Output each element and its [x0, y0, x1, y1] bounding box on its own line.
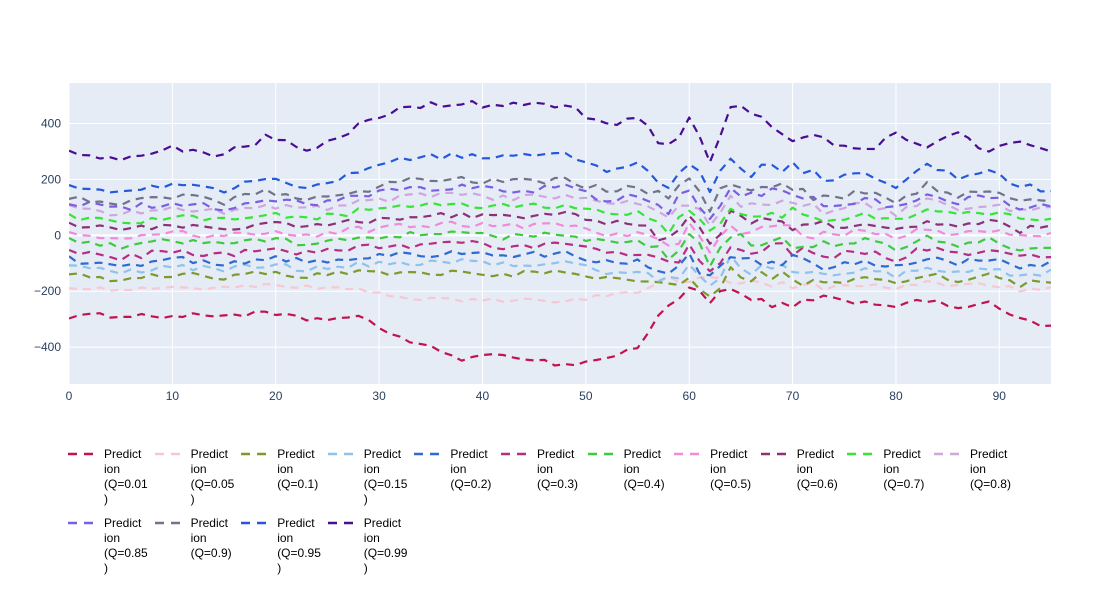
legend-label: Predict ion (Q=0.99 ): [363, 516, 408, 575]
series-line-q0.1[interactable]: [69, 266, 1051, 298]
x-tick-label: 50: [579, 389, 593, 403]
y-tick-label: −200: [34, 284, 61, 298]
series-line-q0.01[interactable]: [69, 286, 1051, 367]
legend-item-q0.1[interactable]: Predict ion (Q=0.1): [241, 447, 328, 507]
y-tick-label: −400: [34, 340, 61, 354]
x-tick-label: 80: [889, 389, 903, 403]
legend-label: Predict ion (Q=0.01 ): [104, 447, 148, 506]
legend-label: Predict ion (Q=0.4): [623, 447, 665, 491]
legend-item-q0.15[interactable]: Predict ion (Q=0.15 ): [327, 447, 415, 507]
legend-label: Predict ion (Q=0.85 ): [104, 516, 148, 575]
y-tick-label: 400: [41, 117, 61, 131]
legend-row: Predict ion (Q=0.85 ) Predict ion (Q=0.9)…: [68, 516, 1078, 576]
legend-dash-swatch-icon: [327, 521, 358, 525]
legend-label: Predict ion (Q=0.6): [796, 447, 838, 491]
series-line-q0.5[interactable]: [69, 220, 1051, 254]
legend-label: Predict ion (Q=0.1): [277, 447, 319, 491]
series-line-q0.3[interactable]: [69, 240, 1051, 273]
legend-dash-swatch-icon: [587, 452, 618, 456]
series-line-q0.9[interactable]: [69, 175, 1051, 213]
legend-item-q0.3[interactable]: Predict ion (Q=0.3): [500, 447, 588, 507]
legend-label: Predict ion (Q=0.5): [710, 447, 752, 491]
legend-dash-swatch-icon: [154, 521, 185, 525]
series-line-q0.6[interactable]: [69, 209, 1051, 245]
legend-dash-swatch-icon: [241, 452, 272, 456]
legend-label: Predict ion (Q=0.05 ): [190, 447, 235, 506]
x-tick-label: 10: [166, 389, 180, 403]
series-line-q0.99[interactable]: [69, 100, 1051, 164]
legend-item-q0.85[interactable]: Predict ion (Q=0.85 ): [68, 516, 155, 576]
plot-area: [69, 83, 1051, 384]
legend-label: Predict ion (Q=0.9): [190, 516, 232, 560]
legend-dash-swatch-icon: [68, 452, 98, 456]
legend-dash-swatch-icon: [933, 452, 964, 456]
legend-label: Predict ion (Q=0.2): [450, 447, 492, 491]
legend-item-q0.99[interactable]: Predict ion (Q=0.99 ): [327, 516, 415, 576]
legend-item-q0.05[interactable]: Predict ion (Q=0.05 ): [154, 447, 242, 507]
legend-row: Predict ion (Q=0.01 ) Predict ion (Q=0.05…: [68, 447, 1078, 507]
x-tick-label: 30: [372, 389, 386, 403]
legend-dash-swatch-icon: [500, 452, 531, 456]
series-line-q0.7[interactable]: [69, 201, 1051, 235]
legend-item-q0.5[interactable]: Predict ion (Q=0.5): [674, 447, 761, 507]
x-tick-label: 60: [683, 389, 697, 403]
legend-dash-swatch-icon: [674, 452, 705, 456]
legend-item-q0.7[interactable]: Predict ion (Q=0.7): [847, 447, 934, 507]
legend-label: Predict ion (Q=0.95 ): [277, 516, 321, 575]
chart-legend: Predict ion (Q=0.01 ) Predict ion (Q=0.05…: [68, 447, 1078, 585]
legend-dash-swatch-icon: [327, 452, 358, 456]
series-line-q0.95[interactable]: [69, 151, 1051, 194]
legend-dash-swatch-icon: [847, 452, 878, 456]
legend-dash-swatch-icon: [154, 452, 185, 456]
series-lines: [69, 100, 1051, 367]
legend-item-q0.8[interactable]: Predict ion (Q=0.8): [933, 447, 1021, 507]
legend-item-q0.6[interactable]: Predict ion (Q=0.6): [760, 447, 848, 507]
x-tick-label: 20: [269, 389, 283, 403]
quantile-prediction-chart: 400 200 0 −200 −400 0 10 20 30 40 50 60 70 80 90: [34, 83, 1051, 403]
legend-label: Predict ion (Q=0.15 ): [363, 447, 408, 506]
y-tick-label: 0: [54, 228, 61, 242]
series-line-q0.4[interactable]: [69, 230, 1051, 268]
series-line-q0.8[interactable]: [69, 191, 1051, 227]
legend-item-q0.4[interactable]: Predict ion (Q=0.4): [587, 447, 675, 507]
legend-label: Predict ion (Q=0.8): [969, 447, 1011, 491]
x-tick-label: 90: [993, 389, 1007, 403]
legend-dash-swatch-icon: [414, 452, 445, 456]
series-line-q0.85[interactable]: [69, 183, 1051, 220]
x-tick-label: 70: [786, 389, 800, 403]
legend-dash-swatch-icon: [68, 521, 98, 525]
legend-label: Predict ion (Q=0.3): [536, 447, 578, 491]
x-tick-label: 40: [476, 389, 490, 403]
legend-item-q0.9[interactable]: Predict ion (Q=0.9): [154, 516, 242, 576]
series-line-q0.05[interactable]: [69, 275, 1051, 304]
legend-item-q0.2[interactable]: Predict ion (Q=0.2): [414, 447, 501, 507]
y-tick-label: 200: [41, 172, 61, 186]
legend-item-q0.01[interactable]: Predict ion (Q=0.01 ): [68, 447, 155, 507]
series-line-q0.2[interactable]: [69, 250, 1051, 277]
x-tick-label: 0: [66, 389, 73, 403]
series-line-q0.15[interactable]: [69, 254, 1051, 287]
legend-dash-swatch-icon: [760, 452, 791, 456]
legend-label: Predict ion (Q=0.7): [883, 447, 925, 491]
legend-item-q0.95[interactable]: Predict ion (Q=0.95 ): [241, 516, 328, 576]
legend-dash-swatch-icon: [241, 521, 272, 525]
